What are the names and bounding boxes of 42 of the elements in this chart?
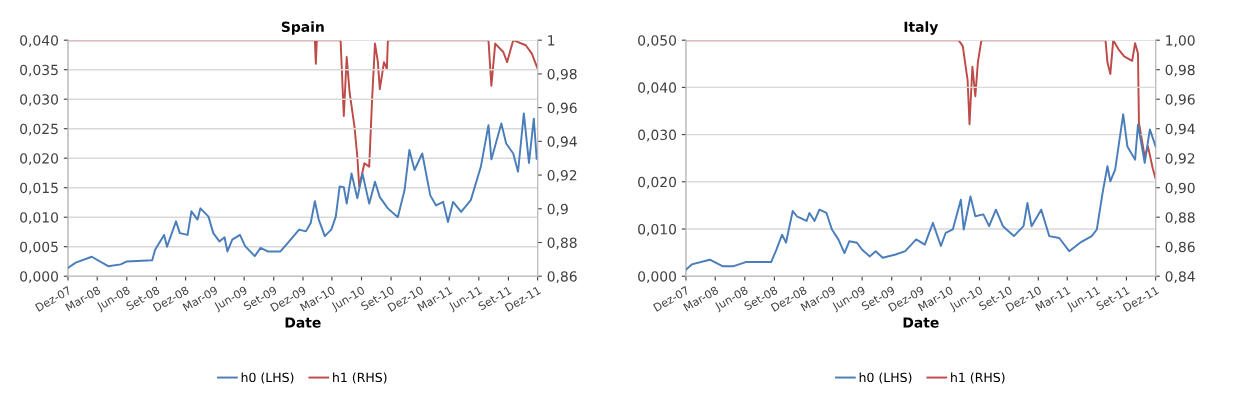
y-tick-label: 0,010 xyxy=(638,223,677,236)
x-axis-title: Date xyxy=(285,317,321,328)
y-tick-label: 0,030 xyxy=(638,129,677,142)
y2-tick-label: 0,98 xyxy=(1165,64,1195,77)
y2-tick-label: 0,88 xyxy=(547,237,577,250)
y2-tick-label: 0,94 xyxy=(547,136,577,149)
y-tick-label: 0,000 xyxy=(638,271,677,284)
y2-tick-label: 0,92 xyxy=(547,170,577,182)
y-tick-label: 0,000 xyxy=(20,271,59,284)
legend-label: h0 (LHS) xyxy=(241,372,294,384)
y-tick-label: 0,040 xyxy=(638,82,677,95)
y2-tick-label: 0,88 xyxy=(1165,212,1195,225)
y2-tick-label: 0,86 xyxy=(1165,241,1195,254)
y-tick-label: 0,020 xyxy=(638,176,677,189)
y-tick-label: 0,030 xyxy=(20,94,59,107)
y-tick-label: 0,010 xyxy=(20,212,59,225)
y2-tick-label: 0,98 xyxy=(547,68,577,81)
y-tick-label: 0,020 xyxy=(20,153,59,166)
y2-tick-label: 0,92 xyxy=(1165,153,1195,166)
y2-tick-label: 0,9 xyxy=(547,203,568,216)
y2-tick-label: 1 xyxy=(548,35,555,46)
line-series xyxy=(685,113,1156,271)
line-series xyxy=(67,112,538,269)
y2-tick-label: 0,86 xyxy=(547,271,577,284)
chart-title: Spain xyxy=(281,21,324,35)
y-tick-label: 0,040 xyxy=(20,35,59,48)
y-tick-label: 0,005 xyxy=(20,241,58,254)
y2-tick-label: 0,96 xyxy=(547,102,577,115)
y2-tick-label: 0,94 xyxy=(1165,123,1195,136)
y-tick-label: 0,015 xyxy=(20,182,58,195)
y-tick-label: 0,050 xyxy=(638,35,677,48)
y2-tick-label: 1,00 xyxy=(1166,35,1195,48)
y2-tick-label: 0,90 xyxy=(1165,182,1195,195)
chart-title: Italy xyxy=(904,21,939,35)
legend-label: h0 (LHS) xyxy=(859,372,912,384)
y2-tick-label: 0,84 xyxy=(1165,271,1195,284)
x-axis-title: Date xyxy=(903,317,939,328)
legend-label: h1 (RHS) xyxy=(333,372,387,384)
y2-tick-label: 0,96 xyxy=(1165,94,1195,107)
legend-label: h1 (RHS) xyxy=(951,372,1005,384)
y-tick-label: 0,035 xyxy=(20,64,58,77)
y-tick-label: 0,025 xyxy=(20,123,58,136)
